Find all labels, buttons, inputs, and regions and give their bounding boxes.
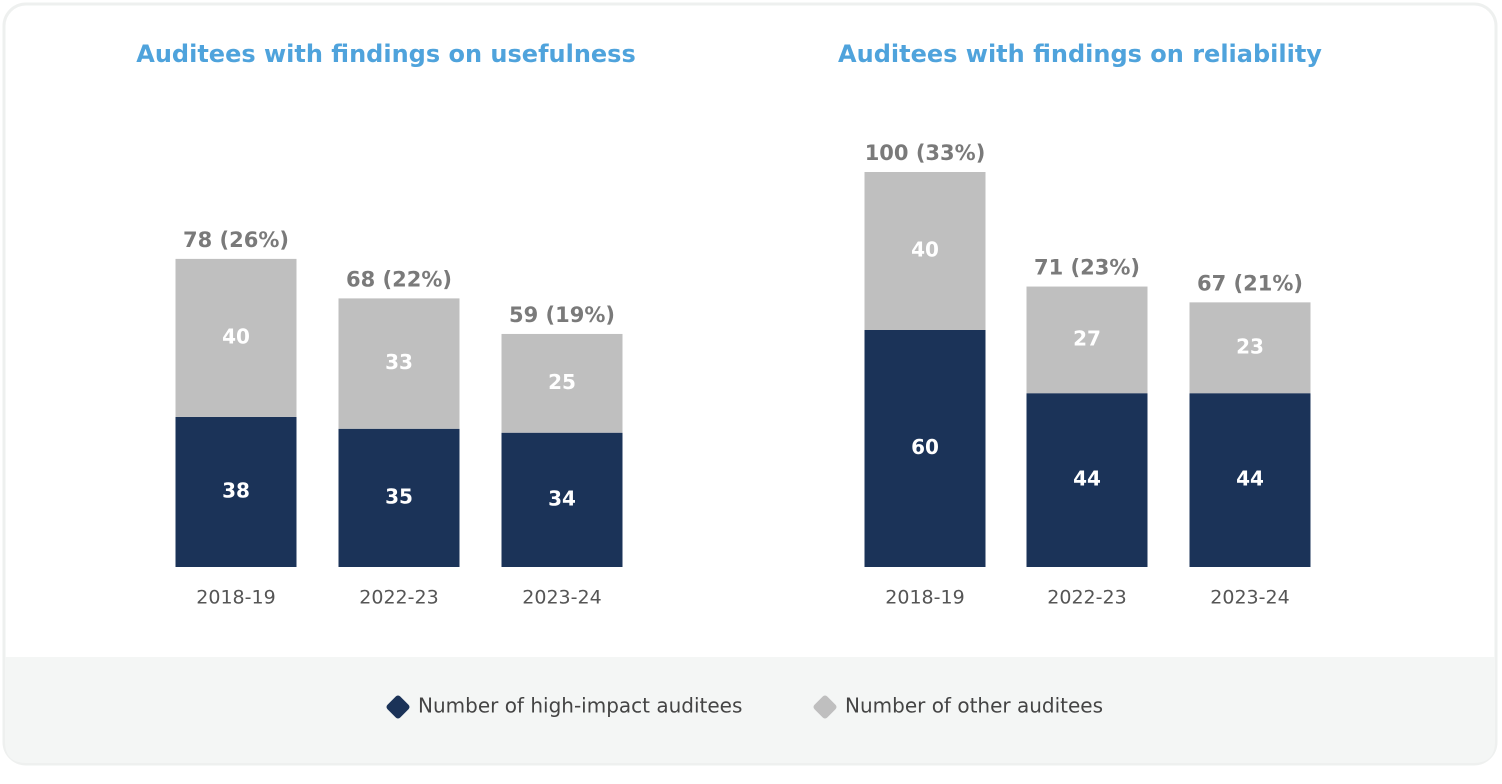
bar-segment: [175, 258, 297, 417]
x-tick-label: 2022-23: [1047, 587, 1126, 609]
total-label: 78 (26%): [183, 228, 289, 252]
legend-label: Number of other auditees: [845, 694, 1103, 718]
value-label: 34: [548, 486, 576, 510]
total-label: 68 (22%): [346, 267, 452, 291]
legend-swatch: [813, 695, 837, 719]
bar-segment: [1189, 393, 1311, 567]
value-label: 25: [548, 370, 576, 394]
total-label: 71 (23%): [1034, 256, 1140, 280]
bar-segment: [338, 428, 460, 567]
value-label: 38: [222, 478, 250, 502]
value-label: 44: [1236, 467, 1264, 491]
value-label: 40: [222, 324, 250, 348]
bar-segment: [1026, 393, 1148, 567]
legend-swatch: [386, 695, 410, 719]
value-label: 23: [1236, 334, 1264, 358]
bar-segment: [175, 416, 297, 567]
chart-title: Auditees with findings on reliability: [838, 40, 1322, 68]
bar-segment: [864, 172, 986, 330]
x-tick-label: 2018-19: [885, 587, 964, 609]
value-label: 40: [911, 238, 939, 262]
bar-segment: [501, 432, 623, 567]
bar-segment: [864, 330, 986, 567]
value-label: 44: [1073, 467, 1101, 491]
total-label: 100 (33%): [865, 141, 986, 165]
total-label: 67 (21%): [1197, 271, 1303, 295]
bar-segment: [1189, 302, 1311, 394]
value-label: 35: [385, 484, 413, 508]
bar-segment: [501, 333, 623, 433]
x-tick-label: 2023-24: [1210, 587, 1289, 609]
bar-segment: [338, 298, 460, 429]
value-label: 27: [1073, 326, 1101, 350]
x-tick-label: 2023-24: [522, 587, 601, 609]
total-label: 59 (19%): [509, 303, 615, 327]
bar-segment: [1026, 286, 1148, 394]
legend-label: Number of high-impact auditees: [418, 694, 742, 718]
value-label: 33: [385, 350, 413, 374]
x-tick-label: 2022-23: [359, 587, 438, 609]
panel: [2, 2, 1498, 766]
chart-title: Auditees with findings on usefulness: [136, 40, 636, 68]
value-label: 60: [911, 435, 939, 459]
x-tick-label: 2018-19: [196, 587, 275, 609]
legend-area: [5, 657, 1495, 763]
